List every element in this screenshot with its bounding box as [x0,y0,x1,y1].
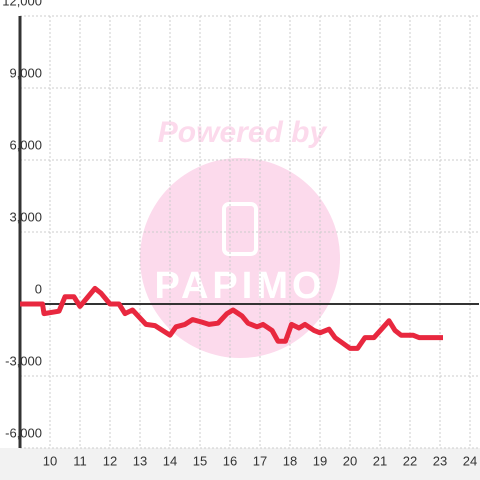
x-tick-label: 18 [283,453,297,468]
x-tick-label: 24 [463,453,477,468]
y-tick-label: 3,000 [9,209,42,224]
watermark-logo: PAPIMO [154,265,325,307]
x-tick-label: 16 [223,453,237,468]
x-tick-label: 19 [313,453,327,468]
data-line [20,285,443,351]
x-tick-label: 23 [433,453,447,468]
x-tick-label: 15 [193,453,207,468]
y-tick-label: 6,000 [9,137,42,152]
y-tick-label: 9,000 [9,65,42,80]
y-tick-label: 0 [35,281,42,296]
watermark-icon [222,202,258,256]
x-tick-label: 13 [133,453,147,468]
y-tick-label: -3,000 [5,353,42,368]
x-tick-label: 21 [373,453,387,468]
watermark-text: Powered by [158,116,328,149]
x-tick-label: 17 [253,453,267,468]
x-tick-label: 12 [103,453,117,468]
x-tick-label: 22 [403,453,417,468]
x-tick-label: 11 [73,453,87,468]
x-tick-label: 14 [163,453,177,468]
y-tick-label: -6,000 [5,425,42,440]
x-tick-label: 20 [343,453,357,468]
y-tick-label: 12,000 [2,0,42,8]
x-tick-label: 10 [43,453,57,468]
x-axis-band [0,448,480,480]
